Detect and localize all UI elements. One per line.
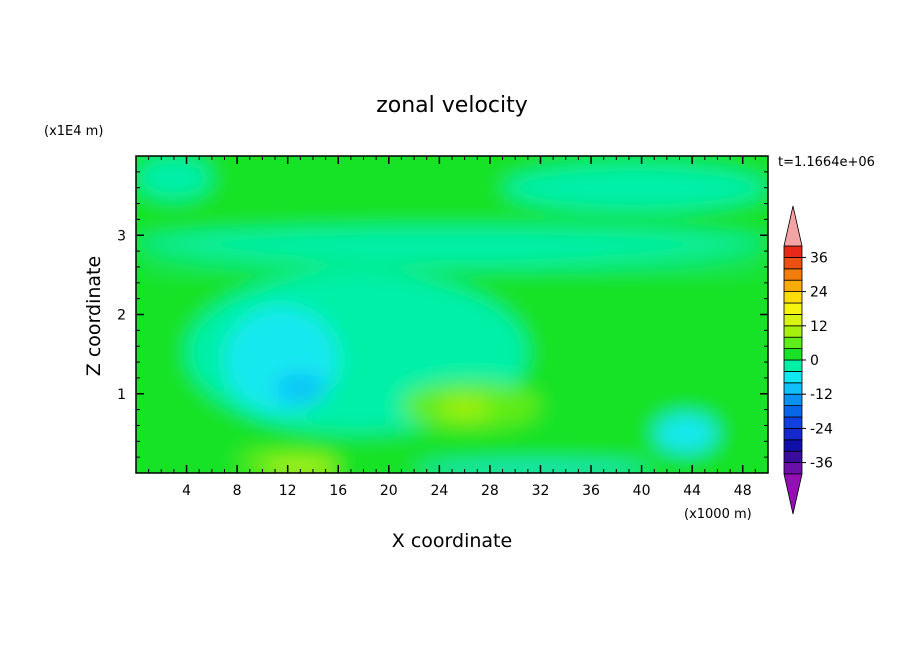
x-tick-label: 16	[329, 483, 347, 499]
colorbar-tick-label: -12	[810, 387, 833, 403]
colorbar-bin	[783, 245, 803, 258]
x-tick-label: 36	[582, 483, 600, 499]
x-tick-label: 8	[233, 483, 242, 499]
field-region	[136, 156, 212, 200]
colorbar-bin	[783, 313, 803, 327]
field-region	[136, 227, 768, 260]
colorbar-tick-label: 12	[810, 319, 828, 335]
x-tick-label: 20	[380, 483, 398, 499]
x-axis: 4 8 12 16 20 24 28 32 36 40 44 48	[148, 156, 756, 499]
field-region	[439, 397, 490, 418]
colorbar: 36 24 12 0 -12 -24 -36	[783, 205, 833, 515]
colorbar-over-arrow	[783, 205, 803, 247]
x-tick-label: 24	[430, 483, 448, 499]
colorbar-bin	[783, 427, 803, 441]
colorbar-bin	[783, 291, 803, 304]
chart-title: zonal velocity	[376, 93, 528, 118]
time-label: t=1.1664e+06	[778, 155, 875, 170]
y-scale-label: (x1E4 m)	[44, 124, 103, 139]
field-region	[275, 373, 326, 402]
y-tick-label: 1	[117, 387, 126, 403]
colorbar-bin	[783, 382, 803, 395]
y-axis-label: Z coordinate	[83, 256, 105, 376]
colorbar-tick-label: 36	[810, 250, 828, 266]
x-scale-label: (x1000 m)	[684, 507, 752, 522]
x-tick-label: 44	[683, 483, 701, 499]
colorbar-bin	[783, 370, 803, 384]
x-tick-label: 4	[182, 483, 191, 499]
colorbar-bin	[783, 302, 803, 315]
colorbar-bin	[783, 256, 803, 270]
colorbar-bin	[783, 450, 803, 464]
field-region	[502, 163, 768, 212]
plot-area	[136, 156, 768, 473]
field-region	[654, 413, 718, 454]
x-tick-label: 48	[734, 483, 752, 499]
colorbar-bin	[783, 279, 803, 293]
y-axis: 1 2 3	[117, 171, 768, 458]
field-region	[224, 306, 339, 414]
colorbar-bin	[783, 405, 803, 418]
field-region	[414, 463, 655, 473]
x-axis-label: X coordinate	[392, 530, 512, 552]
x-tick-label: 12	[279, 483, 297, 499]
field-region	[262, 463, 339, 473]
y-tick-label: 3	[117, 228, 126, 244]
colorbar-bin	[783, 336, 803, 350]
colorbar-bin	[783, 393, 803, 407]
colorbar-tick-label: -36	[810, 456, 833, 472]
colorbar-bin	[783, 359, 803, 372]
colorbar-tick-label: 24	[810, 285, 828, 301]
colorbar-bin	[783, 325, 803, 338]
colorbar-under-arrow	[783, 473, 803, 515]
colorbar-bin	[783, 348, 803, 361]
colorbar-bin	[783, 416, 803, 429]
x-tick-label: 32	[532, 483, 550, 499]
y-tick-label: 2	[117, 308, 126, 324]
colorbar-bin	[783, 462, 803, 475]
colorbar-bin	[783, 439, 803, 452]
colorbar-bin	[783, 268, 803, 281]
x-tick-label: 40	[633, 483, 651, 499]
x-tick-label: 28	[481, 483, 499, 499]
field-region	[136, 260, 768, 269]
colorbar-tick-label: -24	[810, 421, 833, 437]
colorbar-tick-label: 0	[810, 353, 819, 369]
